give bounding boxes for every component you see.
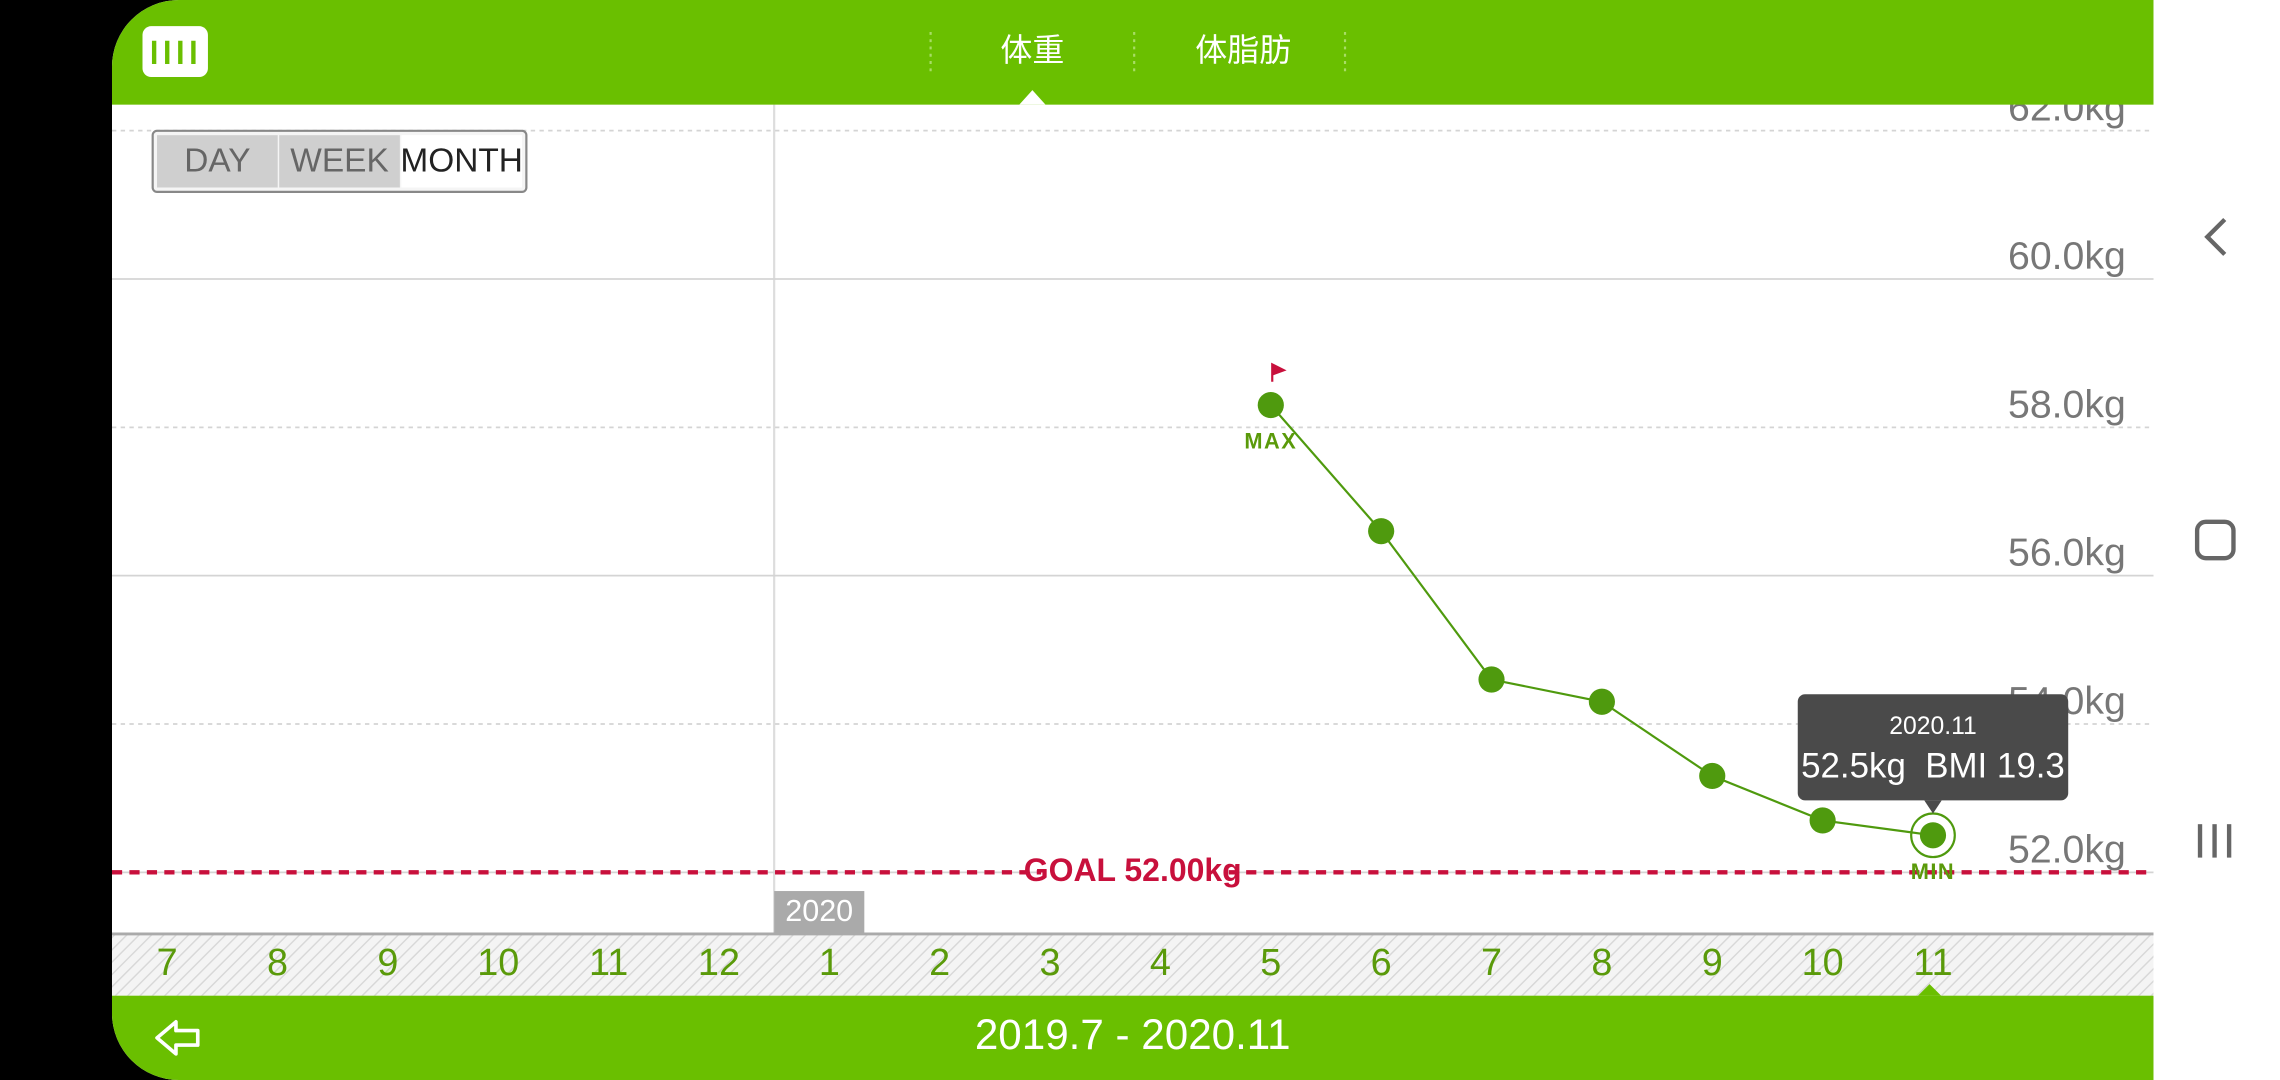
- x-tick-label: 9: [1702, 942, 1723, 984]
- tab-indicator: [1019, 90, 1046, 105]
- data-point[interactable]: [1919, 822, 1947, 849]
- period-selector: DAY WEEK MONTH: [151, 129, 528, 193]
- period-button-bg: [157, 135, 278, 188]
- icon-box: [142, 26, 208, 78]
- tooltip-box: [1797, 694, 2069, 801]
- tooltip-pointer: [1924, 800, 1942, 814]
- nav-recents[interactable]: [2197, 824, 2232, 858]
- year-label-bg: [774, 891, 865, 934]
- y-tick-label: 58.0kg: [2008, 382, 2126, 426]
- data-point[interactable]: [1478, 666, 1505, 693]
- min-label: MIN: [1911, 859, 1955, 884]
- tooltip-title: 2020.11: [1889, 713, 1976, 740]
- nav-back[interactable]: [2204, 217, 2227, 256]
- date-range: 2019.7 - 2020.11: [975, 1011, 1291, 1058]
- data-point[interactable]: [1699, 762, 1726, 790]
- x-tick-label: 2: [929, 942, 950, 984]
- x-axis-strip: [111, 933, 2154, 996]
- x-tick-label: 7: [157, 942, 178, 984]
- y-tick-label: 52.0kg: [2008, 827, 2126, 871]
- icon-bars: [151, 40, 196, 64]
- x-tick-label: 6: [1371, 942, 1392, 984]
- x-tick-label: 7: [1481, 942, 1502, 984]
- tab[interactable]: 体脂肪: [1195, 32, 1291, 68]
- year-label: 2020: [785, 894, 853, 928]
- x-tick-label: 11: [589, 942, 628, 984]
- nav-bar: [2153, 0, 2280, 1080]
- bottom-bar: [111, 995, 2154, 1080]
- x-tick-label: 9: [377, 942, 398, 984]
- x-tick-label: 12: [698, 942, 740, 984]
- tabs: 体重 体脂肪: [1000, 32, 1291, 105]
- x-tick-label: 3: [1040, 942, 1061, 984]
- app: 52.0kg54.0kg56.0kg58.0kg60.0kg62.0kgGOAL…: [111, 0, 2235, 1080]
- period-button[interactable]: WEEK: [290, 143, 388, 180]
- y-tick-label: 56.0kg: [2008, 531, 2126, 575]
- chart: 52.0kg54.0kg56.0kg58.0kg60.0kg62.0kgGOAL…: [111, 86, 2154, 934]
- x-tick-label: 5: [1260, 942, 1281, 984]
- x-tick-label: 4: [1150, 942, 1171, 984]
- period-button[interactable]: DAY: [184, 143, 250, 180]
- goal-label-bg: [1041, 852, 1225, 893]
- app-icon[interactable]: [142, 26, 208, 78]
- x-tick-label: 10: [477, 942, 519, 984]
- max-label: MAX: [1244, 429, 1297, 454]
- data-point[interactable]: [1588, 688, 1615, 715]
- tooltip-text: 52.5kg BMI 19.3: [1801, 747, 2065, 786]
- y-tick-label: 60.0kg: [2008, 234, 2126, 278]
- x-tick-label: 11: [1913, 942, 1952, 984]
- x-tick-label: 8: [267, 942, 288, 984]
- current-pointer: [1917, 984, 1942, 996]
- x-tick-label: 8: [1591, 942, 1612, 984]
- goal-label: GOAL 52.00kg: [1024, 852, 1242, 888]
- top-bar: [111, 0, 2154, 105]
- period-button-bg: [401, 135, 523, 188]
- data-point[interactable]: [1809, 807, 1836, 834]
- nav-home[interactable]: [2194, 519, 2236, 561]
- back-button[interactable]: [155, 1020, 200, 1056]
- period-button[interactable]: MONTH: [400, 143, 523, 180]
- max-flag: [1271, 362, 1287, 382]
- data-point[interactable]: [1257, 391, 1284, 419]
- x-tick-label: 10: [1802, 942, 1844, 984]
- period-button-bg: [279, 135, 400, 188]
- x-axis: 7 8 9 10 11 12 1 2 3 4 5 6 7 8 9 10 11: [157, 942, 1953, 984]
- data-point[interactable]: [1368, 518, 1395, 545]
- x-tick-label: 1: [819, 942, 840, 984]
- tab[interactable]: 体重: [1000, 32, 1064, 68]
